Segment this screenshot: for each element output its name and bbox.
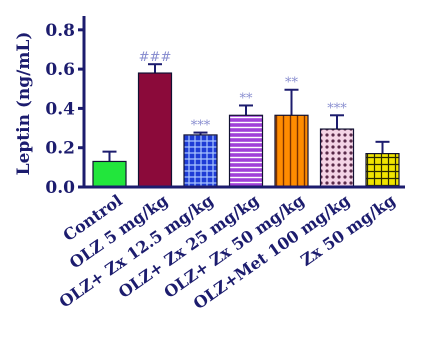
bar	[183, 134, 218, 188]
y-tick-label: 0.6	[45, 60, 75, 80]
y-tick-label: 0.4	[45, 99, 75, 119]
y-tick-label: 0.2	[45, 139, 75, 159]
significance-label: **	[240, 91, 254, 106]
y-axis-title: Leptin (ng/mL)	[14, 32, 34, 176]
y-tick-label: 0.0	[45, 178, 75, 198]
y-tick-label: 0.8	[45, 21, 75, 41]
bar	[92, 160, 127, 188]
bar	[365, 153, 400, 188]
significance-label: ***	[191, 119, 211, 134]
bar	[319, 128, 355, 188]
significance-label: ###	[139, 50, 172, 65]
bar	[137, 72, 173, 188]
significance-label: ***	[327, 101, 347, 116]
bar	[228, 114, 264, 188]
bar	[274, 114, 309, 188]
significance-label: **	[285, 76, 299, 91]
